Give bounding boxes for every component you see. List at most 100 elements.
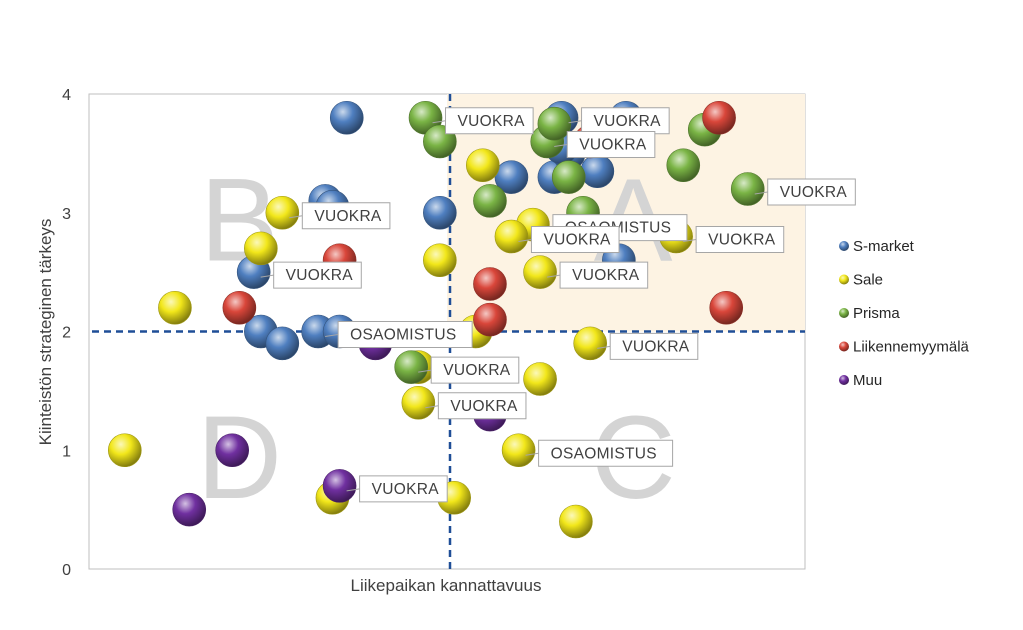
- legend-item: S-market: [839, 238, 915, 255]
- annotation-leader: [346, 488, 360, 492]
- annotation-box: [445, 107, 534, 135]
- annotation-label: VUOKRA: [450, 398, 518, 415]
- annotation-leader: [597, 345, 611, 349]
- annotation: VUOKRA: [754, 178, 856, 206]
- annotation-label: VUOKRA: [372, 481, 440, 498]
- data-point-s-market: [580, 154, 615, 188]
- annotation-label: VUOKRA: [622, 338, 690, 355]
- legend-label: Muu: [853, 372, 882, 389]
- data-point-sale: [494, 219, 529, 254]
- annotation-leader: [754, 191, 768, 195]
- annotation: VUOKRA: [432, 107, 534, 135]
- legend-label: Prisma: [853, 305, 900, 322]
- annotation-label: VUOKRA: [572, 267, 640, 284]
- annotation-label: VUOKRA: [579, 137, 647, 154]
- annotation-box: [359, 475, 448, 503]
- annotation: VUOKRA: [289, 202, 391, 230]
- annotation-label: VUOKRA: [594, 113, 662, 130]
- data-point-muu: [215, 433, 249, 468]
- legend-item: Muu: [839, 372, 882, 389]
- annotation: VUOKRA: [418, 356, 520, 384]
- data-point-sale: [423, 243, 457, 278]
- annotation-leader: [568, 120, 582, 124]
- annotation-box: [530, 226, 620, 253]
- annotation-leader: [289, 215, 303, 219]
- data-point-prisma: [730, 172, 765, 206]
- annotation-box: [273, 261, 362, 289]
- annotations: VUOKRA VUOKRA VUOKRA VUOKRA VUOKRA OSAOMISTUS…: [260, 107, 856, 503]
- legend-marker: [839, 375, 849, 385]
- legend-marker: [839, 274, 849, 285]
- annotation: VUOKRA: [260, 261, 362, 289]
- annotation-leader: [418, 369, 432, 373]
- y-tick-label: 0: [62, 562, 71, 579]
- y-tick-label: 1: [62, 443, 71, 460]
- legend-item: Sale: [839, 272, 883, 289]
- data-point-sale: [501, 433, 536, 468]
- data-point-muu: [172, 492, 207, 527]
- data-points: [108, 100, 765, 539]
- annotation-label: VUOKRA: [314, 208, 382, 225]
- legend-label: Liikennemyymälä: [853, 339, 970, 356]
- data-point-sale: [108, 433, 142, 468]
- data-point-sale: [465, 148, 500, 183]
- annotation-label: VUOKRA: [458, 113, 526, 130]
- annotation-leader: [260, 274, 274, 278]
- data-point-sale: [244, 231, 278, 266]
- data-point-prisma: [473, 184, 507, 218]
- annotation-leader: [683, 239, 697, 242]
- annotation-box: [430, 356, 520, 384]
- y-tick-label: 2: [62, 325, 71, 342]
- data-point-prisma: [666, 148, 701, 183]
- annotation-label: VUOKRA: [543, 232, 611, 249]
- data-point-prisma: [394, 350, 429, 384]
- annotation: VUOKRA: [518, 226, 620, 253]
- annotation-leader: [554, 144, 568, 147]
- data-point-sale: [559, 504, 593, 539]
- annotation: OSAOMISTUS: [525, 439, 674, 467]
- data-point-s-market: [265, 326, 300, 361]
- y-axis-title: Kiinteistön strateginen tärkeys: [36, 219, 55, 446]
- annotation-leader: [518, 239, 532, 242]
- data-point-liikennemyym-l-: [473, 302, 507, 337]
- annotation-leader: [425, 405, 439, 409]
- annotation-label: VUOKRA: [286, 267, 354, 284]
- legend-item: Prisma: [839, 305, 900, 322]
- data-point-sale: [265, 195, 300, 230]
- legend: S-market Sale Prisma Liikennemyymälä Muu: [839, 238, 970, 389]
- annotation-label: VUOKRA: [780, 184, 848, 201]
- annotation-leader: [325, 334, 339, 337]
- annotation: VUOKRA: [568, 107, 670, 135]
- annotation: VUOKRA: [597, 332, 699, 360]
- data-point-liikennemyym-l-: [709, 290, 744, 325]
- annotation-label: OSAOMISTUS: [551, 445, 657, 462]
- data-point-s-market: [423, 195, 457, 230]
- data-point-sale: [523, 362, 557, 396]
- annotation-label: OSAOMISTUS: [350, 327, 456, 344]
- annotation-leader: [525, 452, 539, 456]
- data-point-sale: [158, 290, 192, 325]
- annotation-leader: [547, 274, 561, 278]
- legend-label: Sale: [853, 272, 883, 289]
- data-point-liikennemyym-l-: [702, 100, 736, 135]
- data-point-muu: [322, 469, 357, 503]
- annotation: OSAOMISTUS: [325, 321, 473, 348]
- data-point-s-market: [329, 100, 364, 135]
- data-point-sale: [573, 326, 608, 361]
- annotation-label: VUOKRA: [443, 362, 511, 379]
- annotation-label: VUOKRA: [708, 232, 776, 249]
- annotation-box: [301, 202, 391, 230]
- annotation: VUOKRA: [425, 392, 527, 420]
- data-point-sale: [523, 255, 557, 289]
- legend-label: S-market: [853, 238, 915, 255]
- annotation-box: [337, 321, 473, 348]
- axes: 0 1 2 3 4: [62, 87, 805, 579]
- data-point-sale: [401, 385, 436, 420]
- data-point-liikennemyym-l-: [222, 290, 257, 325]
- legend-marker: [839, 241, 849, 251]
- data-point-prisma: [551, 160, 586, 194]
- y-tick-label: 3: [62, 206, 71, 223]
- x-axis-title: Liikepaikan kannattavuus: [351, 576, 542, 595]
- annotation: VUOKRA: [554, 131, 656, 158]
